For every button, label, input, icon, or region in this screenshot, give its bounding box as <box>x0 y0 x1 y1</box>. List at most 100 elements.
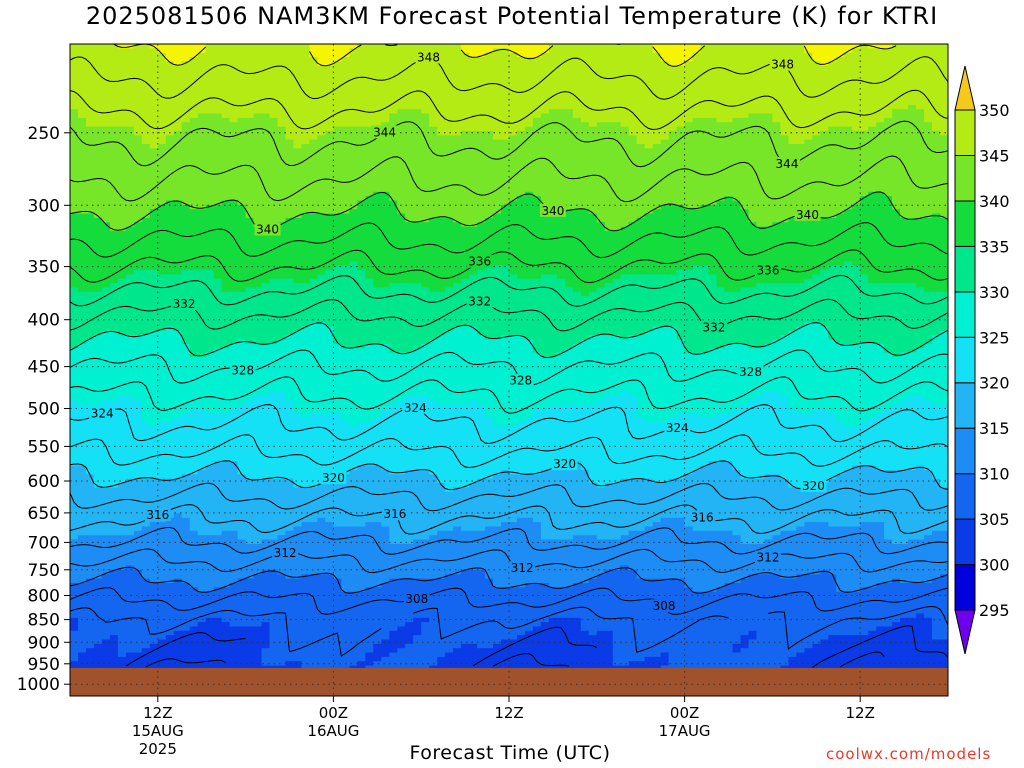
field-cell <box>229 183 239 188</box>
field-cell <box>133 365 143 371</box>
field-cell <box>237 569 247 575</box>
field-cell <box>317 648 326 654</box>
field-cell <box>93 91 103 97</box>
field-cell <box>125 504 135 510</box>
field-cell <box>269 370 279 375</box>
field-cell <box>237 78 247 84</box>
field-cell <box>189 361 199 367</box>
field-cell <box>213 404 223 410</box>
field-cell <box>333 226 342 232</box>
field-cell <box>101 661 111 667</box>
field-cell <box>133 613 143 619</box>
field-cell <box>245 252 255 258</box>
field-cell <box>245 52 255 58</box>
field-cell <box>333 109 342 115</box>
field-cell <box>117 400 127 406</box>
field-cell <box>309 74 319 80</box>
field-cell <box>70 422 79 428</box>
field-cell <box>181 74 191 80</box>
field-cell <box>125 496 135 501</box>
field-cell <box>181 274 191 280</box>
field-cell <box>301 239 311 245</box>
field-cell <box>317 404 326 410</box>
field-cell <box>141 83 151 88</box>
field-cell <box>165 543 175 549</box>
field-cell <box>133 404 143 410</box>
field-cell <box>301 191 311 197</box>
field-cell <box>141 283 151 288</box>
field-cell <box>125 526 135 532</box>
field-cell <box>325 435 334 441</box>
field-cell <box>125 448 135 454</box>
field-cell <box>78 148 87 154</box>
field-cell <box>317 352 326 358</box>
field-cell <box>221 61 231 67</box>
field-cell <box>221 78 231 84</box>
field-cell <box>205 396 215 401</box>
field-cell <box>141 391 151 397</box>
field-cell <box>93 383 103 388</box>
field-cell <box>70 600 79 606</box>
field-cell <box>181 622 191 627</box>
field-cell <box>197 491 207 497</box>
field-cell <box>101 439 111 445</box>
field-cell <box>301 70 311 75</box>
field-cell <box>285 135 295 141</box>
field-cell <box>141 609 151 614</box>
field-cell <box>181 287 191 293</box>
field-cell <box>333 78 342 84</box>
field-cell <box>125 257 135 262</box>
field-cell <box>213 474 223 480</box>
field-cell <box>333 52 342 58</box>
field-cell <box>253 61 263 67</box>
field-cell <box>93 217 103 223</box>
field-cell <box>293 109 303 115</box>
field-cell <box>189 452 199 458</box>
field-cell <box>101 122 111 128</box>
field-cell <box>237 439 247 445</box>
field-cell <box>117 465 127 471</box>
field-cell <box>309 483 319 488</box>
field-cell <box>301 587 311 593</box>
field-cell <box>333 65 342 71</box>
field-cell <box>93 522 103 527</box>
field-cell <box>86 500 95 506</box>
field-cell <box>221 291 231 297</box>
field-cell <box>309 404 319 410</box>
field-cell <box>109 144 119 149</box>
field-cell <box>253 57 263 62</box>
field-cell <box>197 204 207 210</box>
field-cell <box>78 609 87 614</box>
field-cell <box>229 326 239 332</box>
field-cell <box>173 517 183 523</box>
field-cell <box>325 313 334 319</box>
field-cell <box>269 409 279 414</box>
field-cell <box>181 630 191 636</box>
field-cell <box>189 291 199 297</box>
field-cell <box>293 578 303 584</box>
field-cell <box>325 648 334 654</box>
field-cell <box>325 583 334 588</box>
field-cell <box>229 57 239 62</box>
field-cell <box>173 548 183 554</box>
field-cell <box>205 48 215 54</box>
field-cell <box>309 639 319 645</box>
field-cell <box>277 117 287 123</box>
field-cell <box>269 265 279 271</box>
field-cell <box>261 639 271 645</box>
field-cell <box>317 144 326 149</box>
field-cell <box>101 339 111 345</box>
field-cell <box>149 500 159 506</box>
field-cell <box>125 561 135 567</box>
field-cell <box>165 556 175 562</box>
field-cell <box>165 296 175 301</box>
field-cell <box>70 296 79 301</box>
field-cell <box>285 530 295 536</box>
field-cell <box>109 435 119 441</box>
field-cell <box>109 65 119 71</box>
field-cell <box>133 330 143 336</box>
field-cell <box>309 422 319 428</box>
field-cell <box>149 48 159 54</box>
field-cell <box>253 357 263 362</box>
field-cell <box>149 226 159 232</box>
